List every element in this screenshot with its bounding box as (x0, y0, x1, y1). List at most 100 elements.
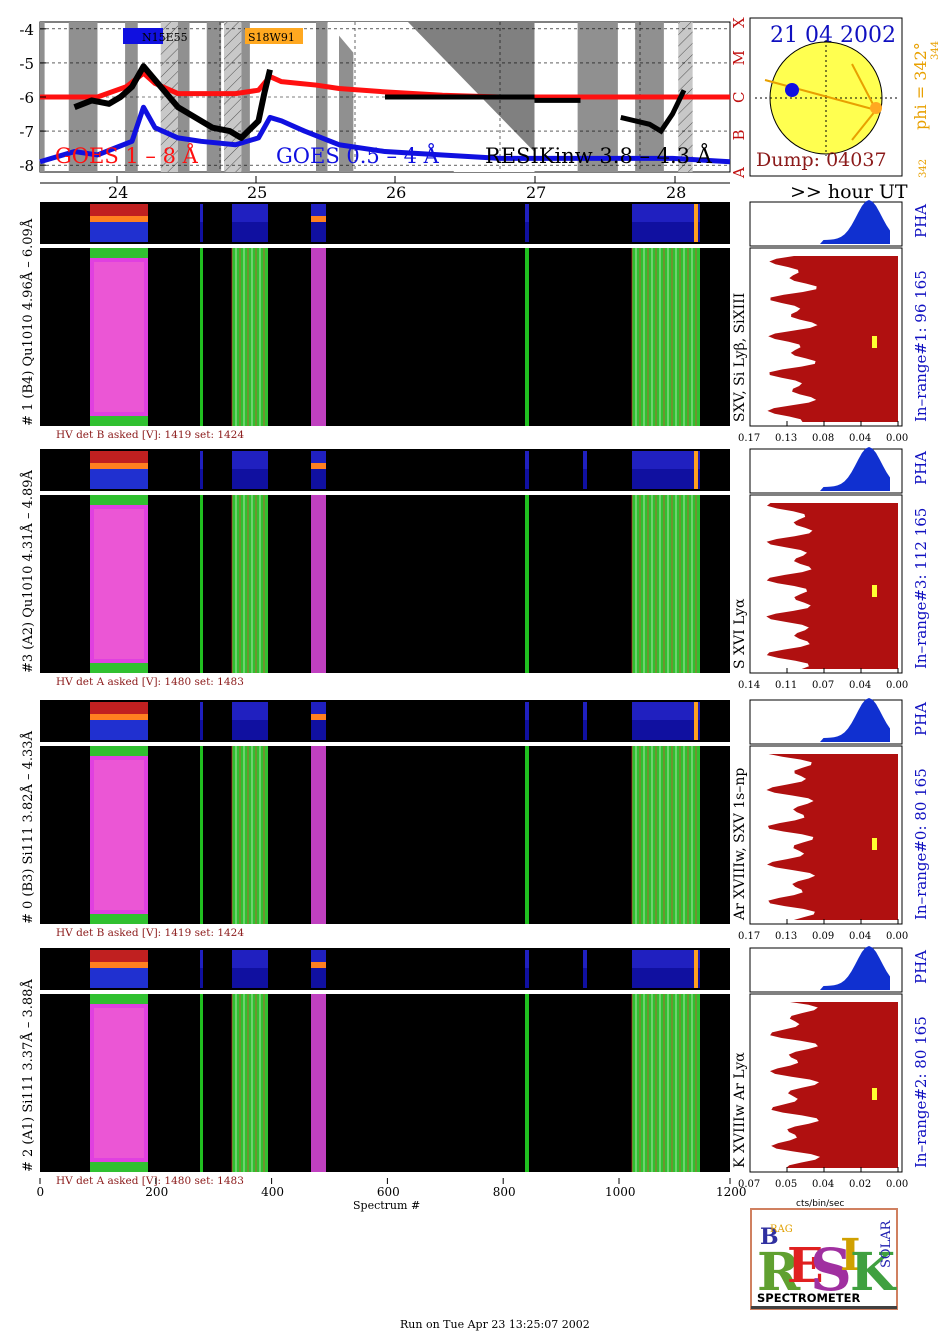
pha-band-lower (90, 720, 148, 740)
pha-marker (694, 702, 698, 740)
spectrogram-band (632, 495, 700, 673)
pha-hot-line (311, 216, 326, 222)
profile-xtick-label: 0.07 (812, 680, 834, 691)
profile-xtick-label: 0.04 (849, 680, 871, 691)
goes-long-label: GOES 1 – 8 Å (55, 143, 199, 168)
pha-hot-line (90, 216, 148, 222)
pha-band-lower (632, 469, 700, 489)
spectrum-tick-label: 200 (145, 1185, 168, 1199)
profile-fill (769, 1002, 898, 1168)
pha-histogram (750, 698, 890, 742)
spectrogram-band (200, 248, 203, 426)
pha-band (583, 950, 587, 968)
profile-marker (872, 1088, 877, 1100)
series-line-2 (73, 63, 273, 141)
panel-range-label: In–range#0: 80 165 (912, 768, 930, 920)
region-blue-marker (785, 83, 799, 97)
flare-core (94, 509, 144, 659)
pha-band-lower (525, 968, 529, 988)
spectrogram-band (525, 495, 529, 673)
pha-strip (40, 449, 730, 491)
pha-band (632, 950, 700, 968)
logo-bragg-small: RAG (770, 1224, 793, 1235)
detector-panel-2: # 0 (B3) Si111 3.82Å – 4.33Å HV det B ask… (20, 698, 930, 942)
goes-ytick: -4 (19, 21, 34, 39)
phi-label: phi = 342° (911, 42, 930, 130)
profile-xtick-label: 0.05 (775, 1179, 797, 1190)
spectrogram-band (632, 994, 700, 1172)
profile-marker (872, 585, 877, 597)
pha-band (232, 204, 268, 222)
resik-logo: B RAG R E S I K SOLAR SPECTROMETER (750, 1208, 898, 1310)
spectrum-tick-label: 1200 (716, 1185, 747, 1199)
flare-core (94, 760, 144, 910)
goes-class-label: A (730, 167, 748, 179)
night-band (316, 22, 328, 172)
goes-short-label: GOES 0.5 – 4 Å (276, 143, 440, 168)
flare-core (94, 262, 144, 412)
profile-xtick-label: 0.14 (738, 680, 760, 691)
spectrogram-band (200, 994, 203, 1172)
panel-range-label: In–range#1: 96 165 (912, 270, 930, 422)
spectrogram-band (311, 495, 326, 673)
pha-hot-line (311, 962, 326, 968)
footer-run-info: Run on Tue Apr 23 13:25:07 2002 (400, 1318, 590, 1331)
profile-xtick-label: 0.17 (738, 433, 760, 444)
pha-band (232, 702, 268, 720)
pha-band-lower (583, 720, 587, 740)
spectrogram (40, 495, 730, 673)
pha-band (200, 204, 203, 222)
pha-band (200, 451, 203, 469)
spectrogram-band (632, 746, 700, 924)
spectrogram (40, 746, 730, 924)
pha-band-lower (200, 968, 203, 988)
spectrogram (40, 248, 730, 426)
region-orange-label: S18W91 (248, 31, 295, 44)
panel-hv-label: HV det A asked [V]: 1480 set: 1483 (56, 1175, 244, 1187)
spectrum-tick-label: 0 (37, 1185, 45, 1199)
profile-xtick-label: 0.17 (738, 931, 760, 942)
profile-xtick-label: 0.00 (886, 931, 908, 942)
pha-band-lower (90, 222, 148, 242)
resik-label: RESIKinw 3.8 – 4.3 Å (485, 143, 713, 168)
panel-hv-label: HV det A asked [V]: 1480 set: 1483 (56, 676, 244, 688)
profile-xtick-label: 0.04 (812, 1179, 834, 1190)
spectrogram-band (232, 495, 268, 673)
profile-xtick-label: 0.11 (775, 680, 797, 691)
spectrogram-band (200, 746, 203, 924)
phi-bottom-label: 342 (918, 159, 929, 178)
pha-band (525, 451, 529, 469)
goes-class-label: M (730, 50, 748, 65)
spectrogram (40, 994, 730, 1172)
panel-range-label: In–range#2: 80 165 (912, 1016, 930, 1168)
spectrum-tick-label: 600 (377, 1185, 400, 1199)
pha-marker (694, 204, 698, 242)
profile-xtick-label: 0.13 (775, 931, 797, 942)
pha-band-lower (583, 968, 587, 988)
panel-side-label: # 2 (A1) Si111 3.37Å – 3.88Å (20, 979, 36, 1172)
pha-label: PHA (912, 950, 930, 984)
pha-band-lower (525, 222, 529, 242)
flare-bottom-green (90, 663, 148, 673)
spectrogram-band (525, 994, 529, 1172)
pha-band (632, 451, 700, 469)
pha-band-lower (311, 469, 326, 489)
dump-label: Dump: 04037 (756, 149, 887, 171)
pha-band (525, 950, 529, 968)
detector-panels: # 1 (B4) Qu1010 4.96Å – 6.09Å HV det B as… (20, 200, 930, 1190)
panel-line-label: K XVIIIw Ar Lyα (732, 1052, 748, 1168)
logo-bragg: B (760, 1224, 779, 1250)
hour-tick-label: 25 (247, 183, 267, 202)
profile-fill (766, 754, 898, 920)
spectrum-tick-label: 400 (261, 1185, 284, 1199)
panel-side-label: #3 (A2) Qu1010 4.31Å – 4.89Å (20, 469, 36, 673)
spectrum-axis: Spectrum # 0 200 400 600 800 1000 1200 (37, 1178, 747, 1212)
hour-tick-label: 28 (666, 183, 686, 202)
phi-line-2 (851, 109, 877, 141)
profile-fill (767, 256, 898, 422)
pha-band-lower (200, 469, 203, 489)
profile-xtick-label: 0.04 (849, 931, 871, 942)
pha-strip (40, 948, 730, 990)
profile-xtick-label: 0.00 (886, 1179, 908, 1190)
panel-hv-label: HV det B asked [V]: 1419 set: 1424 (56, 927, 244, 939)
